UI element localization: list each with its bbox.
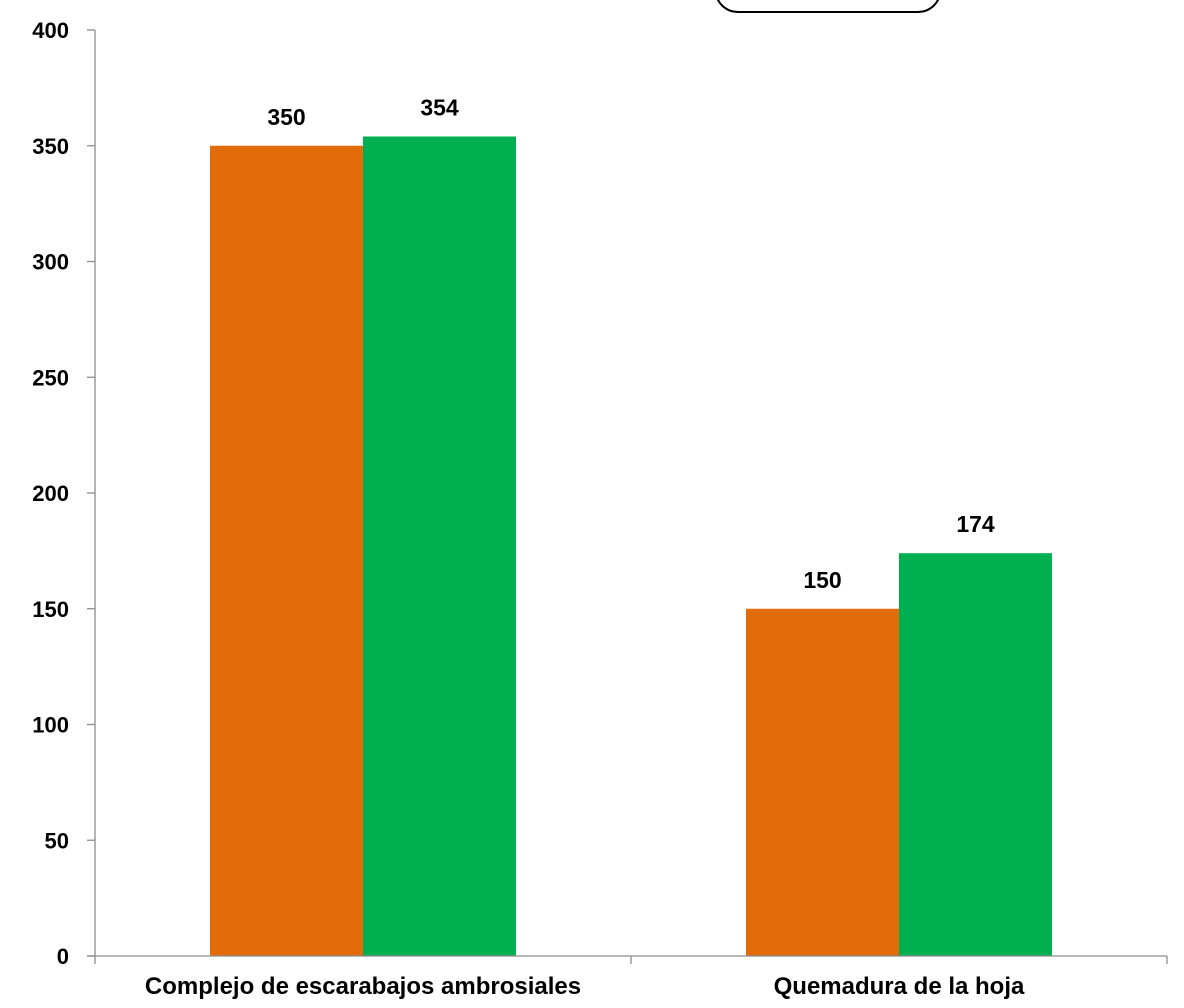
axes-layer [87, 29, 1168, 964]
y-tick-label-400: 400 [32, 18, 69, 43]
y-tick-label-50: 50 [45, 828, 69, 853]
data-label-series-2-cat-1: 354 [420, 94, 459, 120]
bar-series-2-cat-2 [899, 553, 1052, 956]
bar-series-1-cat-2 [746, 608, 899, 956]
x-category-label-1: Complejo de escarabajos ambrosiales [145, 973, 581, 1000]
y-tick-label-0: 0 [57, 944, 69, 969]
data-label-series-2-cat-2: 174 [956, 511, 995, 537]
x-category-label-2: Quemadura de la hoja [774, 973, 1025, 1000]
bar-series-2-cat-1 [363, 136, 516, 957]
y-tick-label-100: 100 [32, 713, 69, 738]
bar-series-1-cat-1 [210, 145, 363, 956]
legend-box [717, 0, 939, 13]
data-label-series-1-cat-1: 350 [267, 104, 305, 130]
y-tick-label-200: 200 [32, 481, 69, 506]
y-tick-label-150: 150 [32, 597, 69, 622]
y-tick-label-300: 300 [32, 250, 69, 275]
labels-layer: 350 354 Complejo de escarabajos ambrosiale… [32, 18, 1025, 1000]
y-tick-label-350: 350 [32, 134, 69, 159]
data-label-series-1-cat-2: 150 [803, 567, 841, 593]
y-tick-label-250: 250 [32, 365, 69, 390]
bars-layer [210, 136, 1052, 957]
